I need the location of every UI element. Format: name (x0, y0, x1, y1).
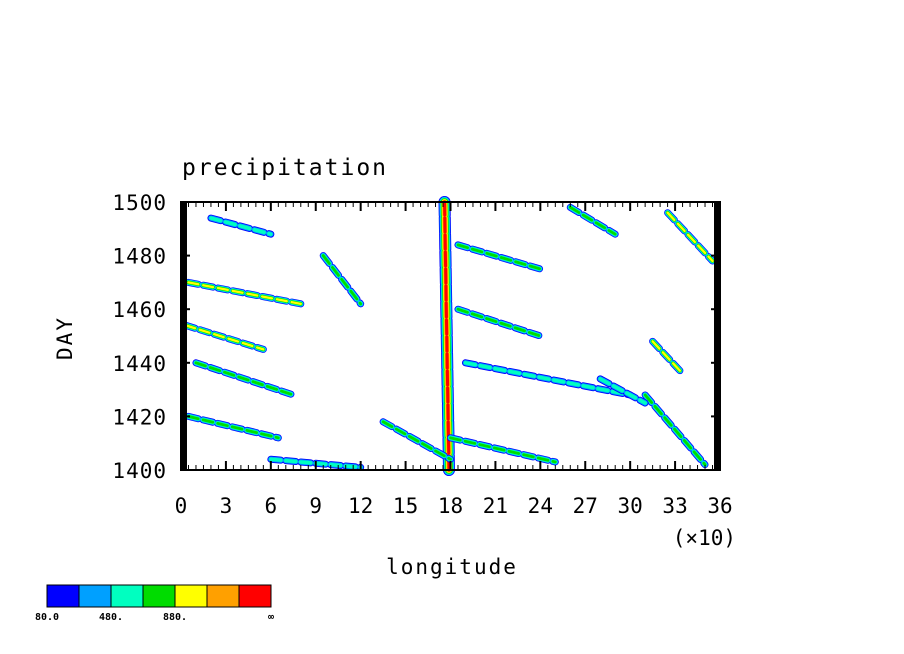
colorbar-label: 80.0 (35, 612, 59, 623)
colorbar-box-4 (174, 584, 208, 608)
colorbar-box-3 (142, 584, 176, 608)
feature-level-3 (187, 414, 280, 440)
x-axis-multiplier: (×10) (673, 526, 736, 550)
plot-frame (180, 201, 721, 471)
colorbar-label: 880. (163, 612, 187, 623)
x-tick-label: 27 (573, 494, 598, 518)
plot-area (180, 196, 721, 476)
x-tick-label: 24 (528, 494, 553, 518)
x-tick-label: 6 (265, 494, 278, 518)
feature-streak-7 (454, 241, 544, 273)
colorbar-label: 480. (99, 612, 123, 623)
feature-level-2 (463, 361, 632, 397)
feature-level-3 (456, 243, 542, 271)
feature-streak-1 (181, 321, 267, 353)
feature-level-2 (209, 216, 273, 236)
x-tick-label: 33 (662, 494, 687, 518)
y-tick-label: 1500 (112, 191, 167, 215)
feature-streak-15 (641, 391, 709, 469)
feature-streak-3 (192, 359, 297, 399)
y-tick-label: 1420 (112, 405, 167, 429)
feature-streak-12 (566, 203, 619, 238)
x-tick-label: 15 (393, 494, 418, 518)
feature-streak-5 (207, 214, 275, 238)
feature-streak-6 (319, 252, 365, 308)
colorbar-labels: 80.0 480. 880. ∞ (35, 612, 274, 623)
feature-level-4 (184, 324, 265, 351)
feature-level-3 (321, 254, 363, 306)
feature-level-3 (449, 436, 557, 464)
colorbar-boxes (46, 584, 272, 608)
colorbar: 80.0 480. 880. ∞ (35, 584, 274, 623)
feature-level-2 (598, 377, 647, 405)
feature-streak-11 (447, 434, 559, 466)
colorbar-box-0 (46, 584, 80, 608)
feature-streak-8 (454, 305, 544, 340)
colorbar-box-2 (110, 584, 144, 608)
y-tick-label: 1440 (112, 352, 167, 376)
y-tick-label: 1400 (112, 459, 167, 483)
feature-band-0 (438, 196, 456, 476)
x-tick-label: 3 (220, 494, 233, 518)
x-tick-labels: 0 3 6 9 12 15 18 21 24 27 30 33 36 (175, 494, 733, 518)
feature-level-6 (443, 200, 451, 472)
colorbar-box-5 (206, 584, 240, 608)
feature-streak-2 (184, 278, 305, 308)
y-tick-label: 1480 (112, 245, 167, 269)
colorbar-box-6 (238, 584, 272, 608)
feature-streak-16 (596, 375, 649, 407)
feature-level-4 (666, 211, 714, 263)
feature-level-3 (456, 307, 542, 338)
x-tick-label: 30 (618, 494, 643, 518)
feature-level-3 (568, 205, 617, 236)
x-tick-label: 0 (175, 494, 188, 518)
feature-level-3 (643, 393, 707, 467)
y-tick-labels: 1400 1420 1440 1460 1480 1500 (112, 191, 167, 483)
feature-level-3 (194, 361, 295, 397)
feature-streak-4 (184, 412, 282, 442)
x-tick-label: 12 (348, 494, 373, 518)
y-tick-label: 1460 (112, 298, 167, 322)
colorbar-label: ∞ (268, 612, 274, 623)
feature-streak-13 (649, 337, 687, 378)
feature-streak-9 (461, 359, 634, 399)
x-tick-label: 18 (438, 494, 463, 518)
feature-level-4 (187, 281, 302, 306)
x-tick-label: 9 (309, 494, 322, 518)
x-tick-label: 21 (483, 494, 508, 518)
feature-streak-14 (664, 209, 717, 265)
chart-title: precipitation (182, 155, 388, 181)
feature-level-4 (651, 340, 684, 375)
feature-streak-10 (379, 418, 454, 463)
y-axis-label: DAY (53, 316, 77, 360)
x-axis-label: longitude (386, 555, 518, 579)
x-tick-label: 36 (707, 494, 732, 518)
colorbar-box-1 (78, 584, 112, 608)
feature-level-3 (381, 420, 452, 461)
